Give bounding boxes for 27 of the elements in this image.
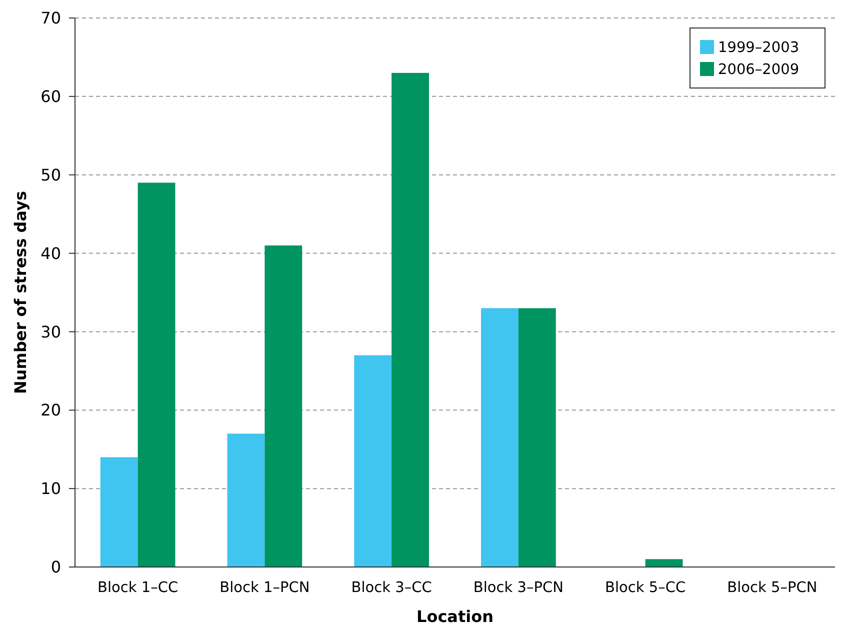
bar — [227, 434, 265, 567]
bar — [100, 457, 138, 567]
bar — [392, 72, 429, 567]
y-tick-label: 60 — [40, 87, 61, 106]
legend-label: 1999–2003 — [718, 40, 800, 56]
x-tick-label: Block 1–CC — [98, 580, 178, 596]
y-tick-label: 50 — [40, 165, 61, 184]
x-tick-label: Block 1–PCN — [220, 580, 310, 596]
bar — [138, 182, 176, 567]
y-tick-label: 30 — [40, 322, 61, 342]
y-tick-label: 0 — [50, 558, 61, 577]
y-tick-label: 70 — [40, 8, 61, 28]
x-tick-label: Block 3–CC — [351, 580, 432, 596]
bar — [481, 308, 518, 567]
y-axis-title: Number of stress days — [11, 191, 30, 394]
x-axis-title: Location — [416, 607, 494, 626]
bar — [645, 559, 683, 567]
y-tick-label: 20 — [40, 400, 61, 420]
bar — [264, 245, 302, 567]
y-tick-label: 40 — [40, 244, 61, 263]
x-tick-label: Block 5–PCN — [727, 580, 818, 596]
x-tick-label: Block 5–CC — [605, 580, 686, 596]
legend-label: 2006–2009 — [718, 62, 800, 78]
y-tick-label: 10 — [40, 479, 61, 498]
bar — [354, 355, 392, 567]
bar — [518, 308, 556, 567]
x-tick-label: Block 3–PCN — [473, 580, 564, 596]
